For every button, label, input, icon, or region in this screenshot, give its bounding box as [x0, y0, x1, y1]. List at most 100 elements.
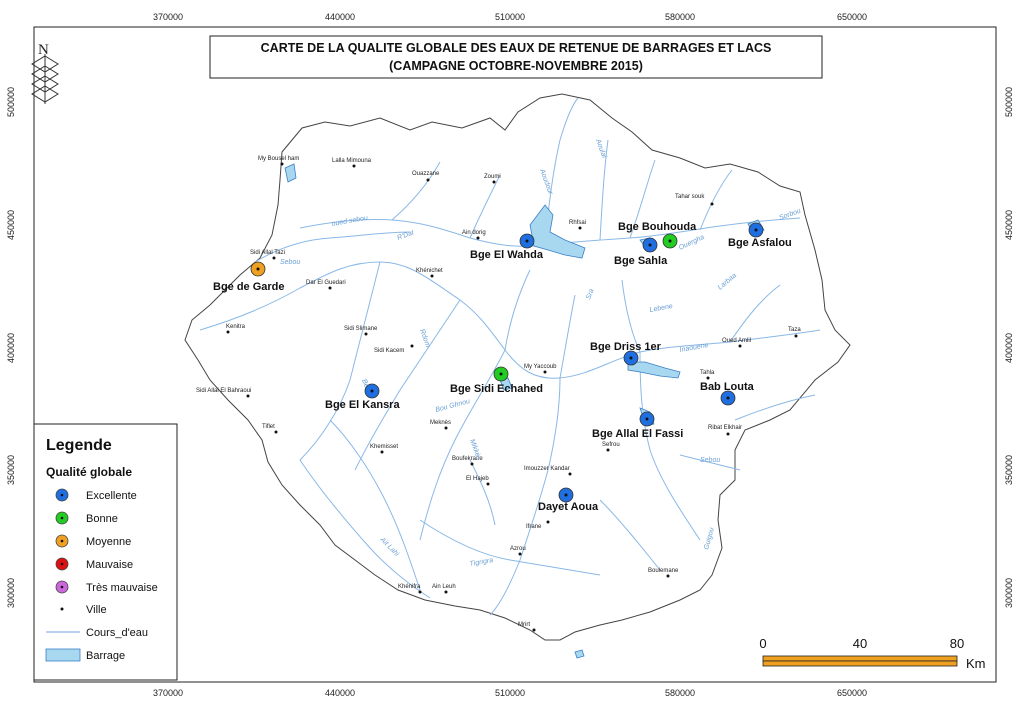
x-tick-label: 580000 [665, 688, 695, 698]
scale-label: 80 [950, 636, 964, 651]
cities: My Bousel ham Lalla Mimouna Ouazzane Zou… [196, 156, 801, 632]
city-label: Sidi Slimane [344, 326, 378, 332]
legend-label: Très mauvaise [86, 582, 158, 594]
city-dot [518, 552, 522, 556]
y-tick-label: 350000 [6, 455, 16, 485]
river-label: Sebou [280, 259, 300, 266]
y-tick-label: 300000 [1004, 578, 1014, 608]
city-label: Dar El Guedari [306, 280, 346, 286]
river-label: Sebou [700, 457, 720, 464]
scale-unit: Km [966, 656, 986, 671]
city-dot [606, 448, 610, 452]
x-tick-label: 650000 [837, 12, 867, 22]
city-label: Khénifra [398, 584, 421, 590]
city-dot [492, 180, 496, 184]
legend-subtitle: Qualité globale [46, 465, 132, 479]
city-dot [706, 376, 710, 380]
city-dot [430, 274, 434, 278]
dam-label-bab-louta: Bab Louta [700, 381, 755, 393]
basin-outline [184, 93, 851, 641]
city-dot [578, 226, 582, 230]
dam-marker-center [668, 239, 672, 243]
x-tick-label: 580000 [665, 12, 695, 22]
city-label: Ouazzane [412, 171, 440, 177]
north-arrow: N [31, 42, 59, 104]
city-dot [794, 334, 798, 338]
scale-label: 0 [759, 636, 766, 651]
dam-markers: Bge El Wahda Bge Bouhouda Bge Sahla Bge Asf… [213, 221, 792, 513]
river-network [199, 97, 821, 616]
river [729, 284, 781, 343]
city-label: Sidi Kacem [374, 348, 404, 354]
scale-bar-segment [762, 660, 958, 667]
dam-marker-center [629, 356, 633, 360]
city-label: Sefrou [602, 442, 620, 448]
title-box: CARTE DE LA QUALITE GLOBALE DES EAUX DE … [209, 35, 823, 79]
legend-label: Mauvaise [86, 559, 133, 571]
city-label: Sidi Allal Tazi [250, 250, 285, 256]
river [419, 349, 506, 541]
dam-marker-center [754, 228, 758, 232]
city-dot [380, 450, 384, 454]
y-tick-label: 350000 [1004, 455, 1014, 485]
legend: Legende Qualité globale Excellente Bonne… [33, 423, 178, 681]
dam-marker-center [499, 372, 503, 376]
river [329, 419, 421, 591]
y-ticks-right: 500000 450000 400000 350000 300000 [1004, 87, 1014, 608]
dam-marker-center [370, 389, 374, 393]
x-tick-label: 440000 [325, 12, 355, 22]
river [679, 454, 741, 471]
legend-frame [33, 423, 178, 681]
city-label: Mrirt [518, 622, 530, 628]
city-dot [246, 394, 250, 398]
city-label: Oued Amlil [722, 338, 751, 344]
city-dot [666, 574, 670, 578]
river [599, 499, 661, 571]
city-dot [543, 370, 547, 374]
city-label: Imouzzer Kandar [524, 466, 570, 472]
city-dot [470, 462, 474, 466]
y-tick-label: 500000 [6, 87, 16, 117]
city-label: Ifrane [526, 524, 542, 530]
legend-label: Excellente [86, 490, 137, 502]
city-dot [738, 344, 742, 348]
dam-label-bge-bouhouda: Bge Bouhouda [618, 221, 697, 233]
city-dot [328, 286, 332, 290]
scale-bar: 0 40 80 Km [759, 636, 985, 671]
city-label: Lalla Mimouna [332, 158, 372, 164]
city-label: My Bousel ham [258, 156, 299, 162]
y-tick-label: 300000 [6, 578, 16, 608]
city-dot [410, 344, 414, 348]
city-label: My Yaccoub [524, 364, 557, 370]
river [599, 139, 609, 241]
dam-label-bge-el-kansra: Bge El Kansra [325, 399, 400, 411]
city-dot [476, 236, 480, 240]
river [391, 161, 441, 221]
city-dot [726, 432, 730, 436]
city-label: Khénichet [416, 268, 443, 274]
city-dot [272, 256, 276, 260]
city-label: Zoumi [484, 174, 501, 180]
legend-label: Barrage [86, 650, 125, 662]
legend-swatch-barrage [45, 648, 81, 662]
legend-swatch-ville [60, 607, 64, 611]
city-label: Rhfsai [569, 220, 586, 226]
north-letter: N [38, 42, 49, 58]
north-arrow-icon [31, 54, 59, 104]
city-label: Tahla [700, 370, 715, 376]
river [489, 377, 561, 616]
city-label: Boulemane [648, 568, 679, 574]
y-tick-label: 400000 [1004, 333, 1014, 363]
river-label: Tigrigra [469, 557, 494, 568]
city-label: Boufekrane [452, 456, 483, 462]
x-tick-label: 440000 [325, 688, 355, 698]
legend-label: Ville [86, 604, 107, 616]
river [629, 159, 656, 239]
city-dot [418, 590, 422, 594]
city-dot [426, 178, 430, 182]
river [419, 519, 601, 576]
y-tick-label: 500000 [1004, 87, 1014, 117]
title-frame [209, 35, 823, 79]
city-dot [568, 472, 572, 476]
city-dot [280, 162, 284, 166]
